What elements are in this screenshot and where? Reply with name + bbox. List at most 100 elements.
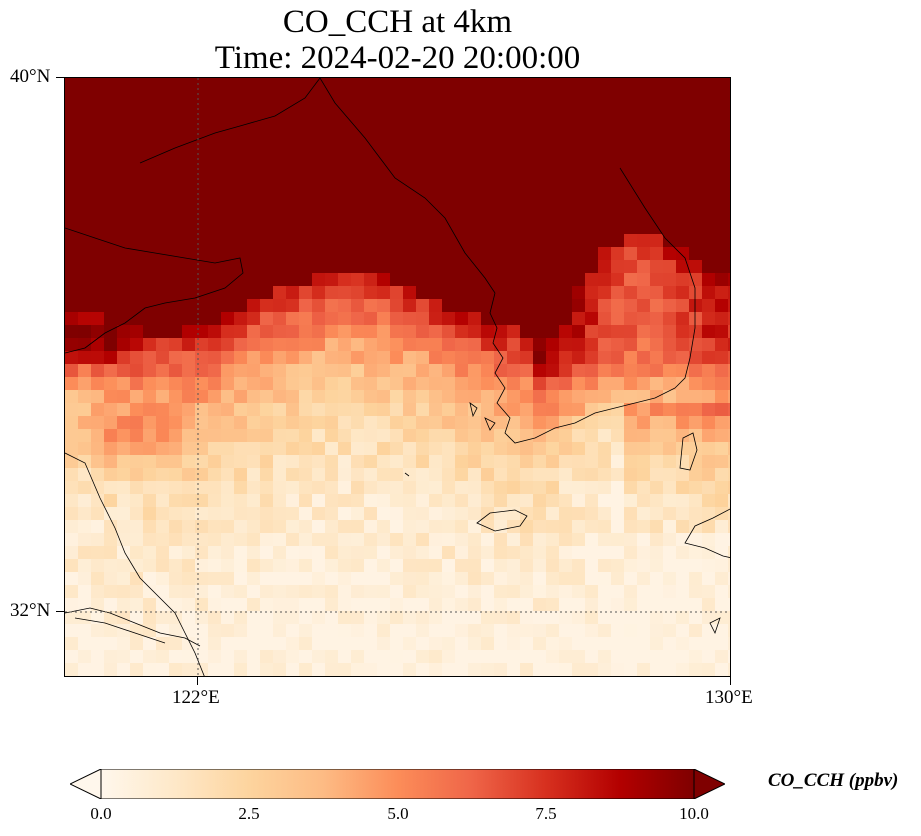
field-cell (403, 546, 417, 560)
field-cell (156, 559, 170, 573)
field-cell (481, 104, 495, 118)
field-cell (637, 221, 651, 235)
field-cell (338, 169, 352, 183)
field-cell (104, 182, 118, 196)
field-cell (611, 468, 625, 482)
field-cell (481, 637, 495, 651)
field-cell (494, 455, 508, 469)
field-cell (546, 390, 560, 404)
field-cell (702, 520, 716, 534)
field-cell (728, 468, 730, 482)
field-cell (78, 195, 92, 209)
field-cell (169, 91, 183, 105)
field-cell (416, 416, 430, 430)
field-cell (429, 572, 443, 586)
field-cell (65, 91, 79, 105)
field-cell (364, 78, 378, 92)
field-cell (234, 637, 248, 651)
field-cell (78, 481, 92, 495)
field-cell (156, 299, 170, 313)
field-cell (728, 377, 730, 391)
field-cell (195, 442, 209, 456)
field-cell (624, 572, 638, 586)
field-cell (195, 364, 209, 378)
field-cell (442, 351, 456, 365)
field-cell (247, 195, 261, 209)
field-cell (143, 351, 157, 365)
field-cell (702, 78, 716, 92)
field-cell (130, 286, 144, 300)
field-cell (637, 325, 651, 339)
field-cell (221, 91, 235, 105)
field-cell (416, 494, 430, 508)
field-cell (325, 364, 339, 378)
field-cell (130, 234, 144, 248)
field-cell (247, 182, 261, 196)
field-cell (377, 650, 391, 664)
field-cell (312, 676, 326, 677)
field-cell (78, 312, 92, 326)
field-cell (637, 130, 651, 144)
field-cell (468, 611, 482, 625)
field-cell (195, 585, 209, 599)
lat-tick-32n-mark (56, 611, 64, 612)
field-cell (338, 377, 352, 391)
field-cell (559, 247, 573, 261)
field-cell (624, 611, 638, 625)
field-cell (455, 481, 469, 495)
field-cell (689, 312, 703, 326)
field-cell (598, 611, 612, 625)
field-cell (208, 143, 222, 157)
field-cell (130, 78, 144, 92)
field-cell (78, 104, 92, 118)
field-cell (676, 221, 690, 235)
field-cell (455, 390, 469, 404)
field-cell (143, 520, 157, 534)
field-cell (182, 572, 196, 586)
field-cell (364, 312, 378, 326)
field-cell (130, 481, 144, 495)
field-cell (351, 403, 365, 417)
field-cell (507, 650, 521, 664)
field-cell (546, 169, 560, 183)
field-cell (325, 234, 339, 248)
field-cell (715, 247, 729, 261)
field-cell (715, 442, 729, 456)
field-cell (494, 637, 508, 651)
field-cell (481, 260, 495, 274)
field-cell (104, 260, 118, 274)
lat-tick-32n: 32°N (10, 600, 51, 621)
field-cell (689, 520, 703, 534)
field-cell (377, 338, 391, 352)
field-cell (273, 429, 287, 443)
field-cell (702, 650, 716, 664)
field-cell (572, 676, 586, 677)
field-cell (611, 429, 625, 443)
field-cell (364, 520, 378, 534)
field-cell (481, 416, 495, 430)
field-cell (195, 195, 209, 209)
field-cell (663, 390, 677, 404)
field-cell (429, 221, 443, 235)
field-cell (78, 390, 92, 404)
field-cell (416, 598, 430, 612)
field-cell (221, 273, 235, 287)
field-cell (559, 494, 573, 508)
field-cell (520, 143, 534, 157)
field-cell (572, 559, 586, 573)
field-cell (273, 585, 287, 599)
field-cell (91, 78, 105, 92)
field-cell (338, 676, 352, 677)
field-cell (585, 390, 599, 404)
field-cell (286, 78, 300, 92)
field-cell (351, 273, 365, 287)
field-cell (117, 208, 131, 222)
field-cell (143, 572, 157, 586)
field-cell (533, 559, 547, 573)
field-cell (468, 104, 482, 118)
field-cell (715, 572, 729, 586)
field-cell (715, 598, 729, 612)
field-cell (637, 507, 651, 521)
lon-tick-130e-mark (730, 677, 731, 685)
field-cell (676, 650, 690, 664)
